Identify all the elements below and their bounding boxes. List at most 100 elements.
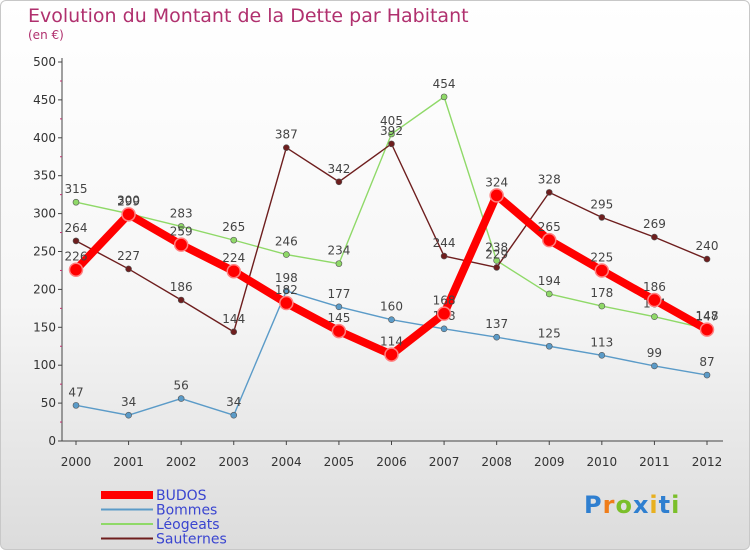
data-point-bommes (72, 402, 80, 409)
data-label-budos: 186 (643, 280, 666, 294)
logo-letter: r (602, 491, 616, 519)
x-tick-label: 2001 (113, 455, 144, 469)
data-label-sauternes: 227 (117, 249, 140, 263)
data-label-budos: 114 (380, 335, 403, 349)
logo-letter: t (658, 491, 672, 519)
data-point-budos (121, 207, 136, 222)
data-label-sauternes: 186 (170, 280, 193, 294)
data-label-budos: 168 (433, 294, 456, 308)
y-tick-label: 500 (33, 55, 56, 69)
data-point-l-ogeats (388, 130, 395, 138)
data-label-l-ogeats: 405 (380, 114, 403, 128)
legend-label-sauternes: Sauternes (156, 532, 227, 548)
data-point-budos (647, 292, 662, 308)
legend-label-bommes: Bommes (156, 503, 217, 519)
logo-letter: x (632, 491, 650, 519)
x-tick-label: 2000 (61, 455, 92, 469)
legend-label-budos: BUDOS (156, 488, 207, 504)
data-point-l-ogeats (335, 260, 343, 267)
data-label-bommes: 125 (538, 326, 561, 340)
data-label-bommes: 87 (699, 355, 714, 369)
data-label-budos: 259 (170, 225, 193, 239)
data-label-l-ogeats: 454 (433, 77, 456, 91)
data-point-bommes (283, 287, 290, 295)
proxiti-logo: Proxiti (584, 491, 680, 519)
y-tick-label: 200 (33, 282, 56, 296)
data-label-l-ogeats: 178 (590, 286, 613, 300)
x-tick-label: 2007 (429, 455, 460, 469)
data-label-bommes: 198 (275, 271, 298, 285)
data-point-sauternes (598, 214, 606, 221)
data-point-bommes (440, 325, 448, 333)
data-label-sauternes: 240 (696, 239, 719, 253)
y-tick-label: 50 (41, 396, 56, 410)
data-label-budos: 224 (222, 251, 245, 265)
data-point-budos (331, 323, 347, 339)
data-point-sauternes (440, 252, 448, 260)
x-tick-label: 2010 (587, 455, 618, 469)
data-point-bommes (335, 303, 343, 311)
data-point-budos (173, 237, 189, 252)
data-label-sauternes: 392 (380, 124, 403, 138)
x-tick-label: 2012 (692, 455, 723, 469)
data-point-bommes (651, 362, 658, 370)
data-point-sauternes (177, 296, 185, 304)
data-label-bommes: 113 (590, 335, 613, 349)
data-label-l-ogeats: 300 (117, 194, 140, 208)
data-point-sauternes (493, 264, 500, 271)
data-label-sauternes: 244 (433, 236, 456, 250)
data-point-budos (226, 263, 241, 279)
y-tick-label: 450 (33, 93, 56, 107)
x-tick-label: 2008 (481, 455, 512, 469)
y-tick-label: 400 (33, 131, 56, 145)
data-point-l-ogeats (283, 251, 290, 258)
data-point-sauternes (72, 237, 80, 245)
data-label-bommes: 47 (68, 385, 83, 399)
x-tick-label: 2002 (166, 455, 197, 469)
data-point-budos (384, 347, 399, 362)
data-point-bommes (125, 411, 132, 419)
data-label-budos: 265 (538, 220, 561, 234)
data-label-budos: 145 (327, 311, 350, 325)
x-tick-label: 2005 (324, 455, 355, 469)
data-label-l-ogeats: 238 (485, 241, 508, 255)
data-point-bommes (598, 352, 606, 359)
data-label-bommes: 137 (485, 317, 508, 331)
data-point-sauternes (545, 189, 553, 196)
data-point-l-ogeats (230, 236, 238, 244)
data-label-sauternes: 264 (65, 221, 88, 235)
y-tick-label: 100 (33, 358, 56, 372)
data-point-bommes (177, 395, 185, 402)
data-label-bommes: 177 (327, 287, 350, 301)
data-label-bommes: 56 (174, 379, 189, 393)
data-label-sauternes: 269 (643, 217, 666, 231)
x-tick-label: 2006 (376, 455, 407, 469)
data-point-budos (279, 295, 294, 311)
data-point-l-ogeats (598, 302, 606, 310)
data-label-l-ogeats: 148 (696, 309, 719, 323)
legend-label-l-ogeats: Léogeats (156, 517, 220, 533)
data-point-bommes (388, 316, 395, 324)
x-tick-label: 2009 (534, 455, 565, 469)
logo-letter: P (584, 491, 603, 519)
data-label-l-ogeats: 265 (222, 220, 245, 234)
data-point-l-ogeats (440, 93, 448, 101)
data-label-sauternes: 295 (590, 197, 613, 211)
data-point-budos (68, 262, 84, 277)
data-label-budos: 324 (485, 175, 508, 189)
data-point-sauternes (335, 178, 343, 186)
y-tick-label: 350 (33, 169, 56, 183)
data-point-bommes (703, 371, 711, 379)
chart-subtitle: (en €) (28, 28, 64, 42)
x-tick-label: 2011 (639, 455, 670, 469)
data-label-bommes: 160 (380, 300, 403, 314)
data-point-budos (699, 322, 715, 337)
data-point-sauternes (703, 255, 711, 263)
data-point-bommes (493, 333, 500, 341)
data-label-budos: 147 (696, 310, 719, 324)
data-point-budos (489, 188, 504, 203)
data-label-bommes: 34 (121, 395, 136, 409)
logo-letter: i (671, 491, 681, 519)
data-point-sauternes (283, 144, 290, 151)
